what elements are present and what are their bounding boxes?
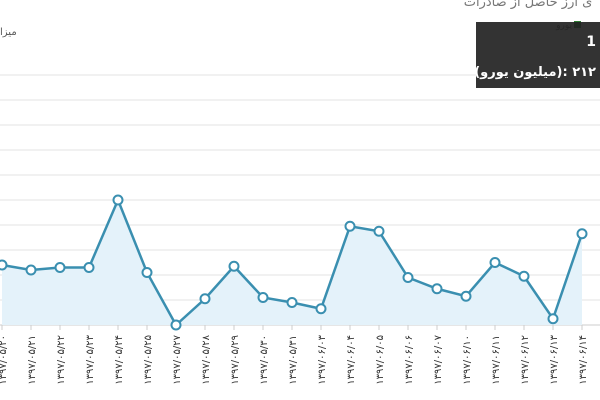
- x-tick-label: ۱۳۹۷/۰۶/۰۷: [433, 334, 444, 384]
- point: [402, 272, 414, 283]
- point: [489, 257, 501, 268]
- tooltip: 1 (میلیون یورو): ۲۱۲: [474, 22, 600, 88]
- x-tick-label: ۱۳۹۷/۰۶/۱۴: [578, 335, 589, 385]
- point: [0, 259, 8, 271]
- point: [170, 319, 182, 331]
- point: [112, 194, 124, 206]
- x-tick-label: ۱۳۹۷/۰۵/۳۱: [288, 335, 299, 385]
- point: [518, 270, 530, 282]
- x-tick-label: ۱۳۹۷/۰۵/۳۰: [259, 335, 270, 385]
- x-tick-label: ۱۳۹۷/۰۶/۱۱: [491, 335, 502, 385]
- x-tick-label: ۱۳۹۷/۰۵/۲۷: [172, 334, 183, 384]
- chart-title: ی ارز حاصل از صادرات: [464, 0, 593, 10]
- x-tick-label: ۱۳۹۷/۰۶/۱۲: [520, 335, 531, 385]
- tooltip-title: 1: [586, 34, 596, 50]
- point: [141, 267, 153, 278]
- point: [460, 290, 472, 302]
- point: [199, 293, 211, 305]
- point: [576, 228, 588, 240]
- point: [344, 220, 356, 232]
- x-tick-label: ۱۳۹۷/۰۶/۱۳: [549, 334, 560, 384]
- point: [547, 313, 559, 325]
- x-tick-label: ۱۳۹۷/۰۵/۲۲: [56, 335, 67, 385]
- x-tick-label: ۱۳۹۷/۰۶/۰۳: [317, 334, 328, 384]
- point: [286, 297, 298, 308]
- point: [257, 292, 269, 303]
- x-tick-label: ۱۳۹۷/۰۶/۰۶: [404, 335, 415, 385]
- x-tick-label: ۱۳۹۷/۰۶/۰۵: [375, 335, 386, 385]
- x-tick-label: ۱۳۹۷/۰۵/۲۹: [230, 335, 241, 385]
- point: [83, 262, 95, 273]
- x-tick-label: ۱۳۹۷/۰۵/۲۱: [27, 335, 38, 385]
- point: [228, 260, 240, 272]
- point: [54, 262, 66, 273]
- x-tick-label: ۱۳۹۷/۰۵/۲۳: [85, 334, 96, 384]
- point: [373, 225, 385, 237]
- y-axis-label: میزا: [0, 27, 17, 38]
- tooltip-box: [476, 22, 600, 88]
- x-tick-label: ۱۳۹۷/۰۵/۲۴: [114, 335, 125, 385]
- x-tick-label: ۱۳۹۷/۰۶/۰۴: [346, 335, 357, 385]
- point: [315, 303, 327, 315]
- tooltip-text: (میلیون یورو): ۲۱۲: [474, 65, 596, 80]
- x-tick-label: ۱۳۹۷/۰۵/۲۰: [0, 335, 9, 385]
- point: [25, 264, 37, 276]
- point: [431, 283, 443, 295]
- x-tick-label: ۱۳۹۷/۰۶/۱۰: [462, 335, 473, 385]
- x-tick-label: ۱۳۹۷/۰۵/۲۵: [143, 335, 154, 385]
- x-tick-label: ۱۳۹۷/۰۵/۲۸: [201, 334, 212, 384]
